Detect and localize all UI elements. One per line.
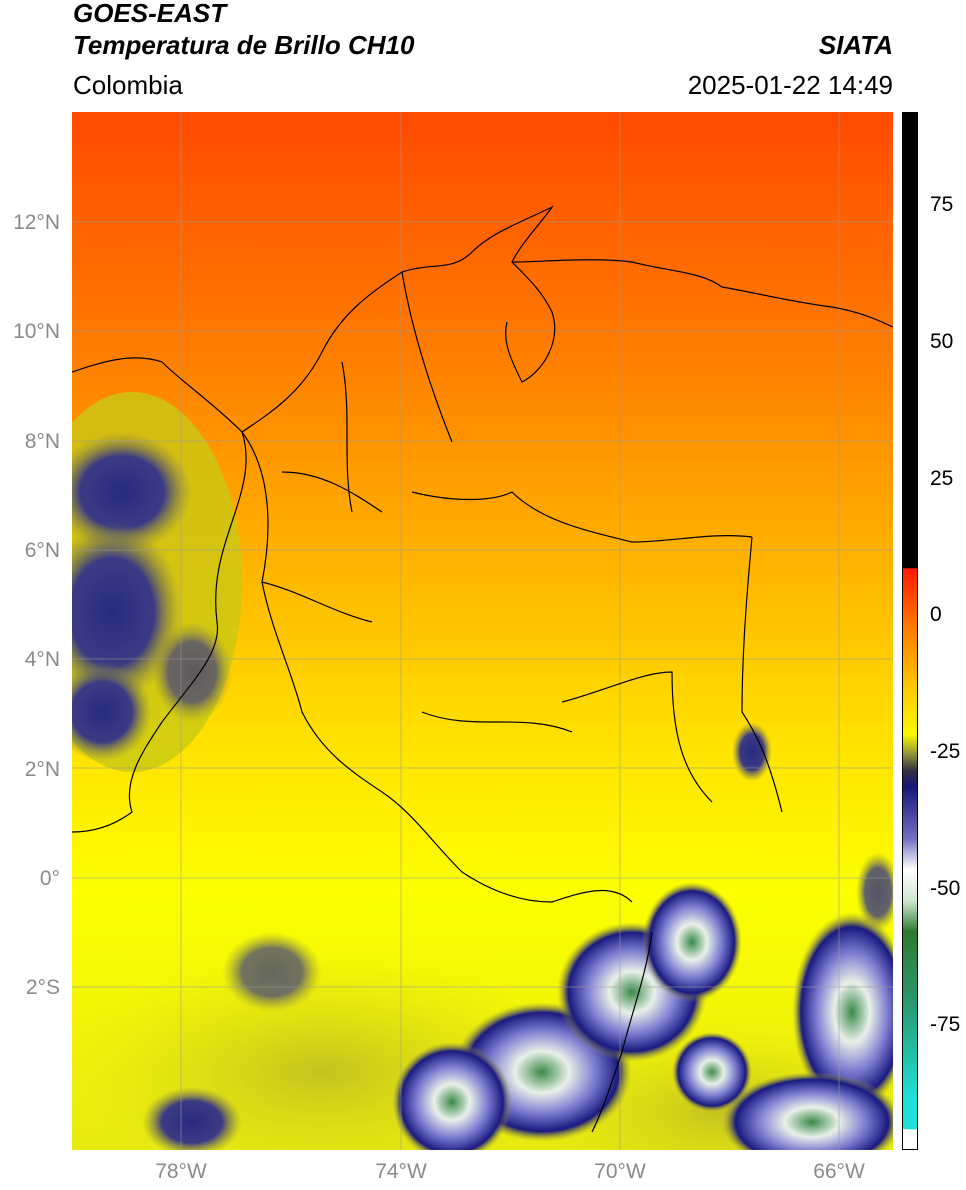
lat-label-2n: 2°N <box>24 758 60 781</box>
lat-label-8n: 8°N <box>24 430 60 453</box>
dept-border-4 <box>341 361 353 513</box>
border-vaupes <box>741 536 783 813</box>
product-title: Temperatura de Brillo CH10 <box>73 30 415 60</box>
colorbar-label-75: 75 <box>930 193 954 216</box>
caribbean-coastline <box>241 205 556 433</box>
lat-label-2s: 2°S <box>25 976 60 999</box>
dept-border-3 <box>261 581 373 623</box>
colorbar-label-25: 25 <box>930 467 954 490</box>
dept-border-2 <box>281 471 383 513</box>
lat-label-equator: 0° <box>39 867 60 890</box>
colorbar-label-0: 0 <box>930 603 942 626</box>
lat-label-6n: 6°N <box>24 539 60 562</box>
colorbar-label-neg75: -75 <box>930 1013 961 1036</box>
colorbar-label-neg25: -25 <box>930 740 961 763</box>
agency-label: SIATA <box>818 30 893 60</box>
venezuela-coastline <box>511 259 893 328</box>
lon-label-70w: 70°W <box>594 1160 646 1183</box>
dept-border-5 <box>401 271 453 443</box>
satellite-name: GOES-EAST <box>73 0 227 28</box>
borders <box>72 205 893 1133</box>
region-label: Colombia <box>73 70 183 100</box>
colorbar-label-50: 50 <box>930 330 954 353</box>
border-amazonas <box>561 671 713 803</box>
lat-label-12n: 12°N <box>13 211 60 234</box>
datetime-label: 2025-01-22 14:49 <box>687 70 893 100</box>
colorbar-label-neg50: -50 <box>930 877 961 900</box>
lon-label-78w: 78°W <box>155 1160 207 1183</box>
dept-border-1 <box>421 711 573 733</box>
peru-brazil-border <box>591 931 653 1133</box>
colombia-border-east <box>411 491 753 543</box>
lat-label-4n: 4°N <box>24 648 60 671</box>
lon-label-74w: 74°W <box>375 1160 427 1183</box>
colombia-border-south <box>241 431 633 903</box>
pacific-coastline <box>72 357 247 833</box>
colorbar <box>902 112 918 1150</box>
satellite-map <box>72 112 893 1150</box>
lat-label-10n: 10°N <box>13 320 60 343</box>
lon-label-66w: 66°W <box>813 1160 865 1183</box>
